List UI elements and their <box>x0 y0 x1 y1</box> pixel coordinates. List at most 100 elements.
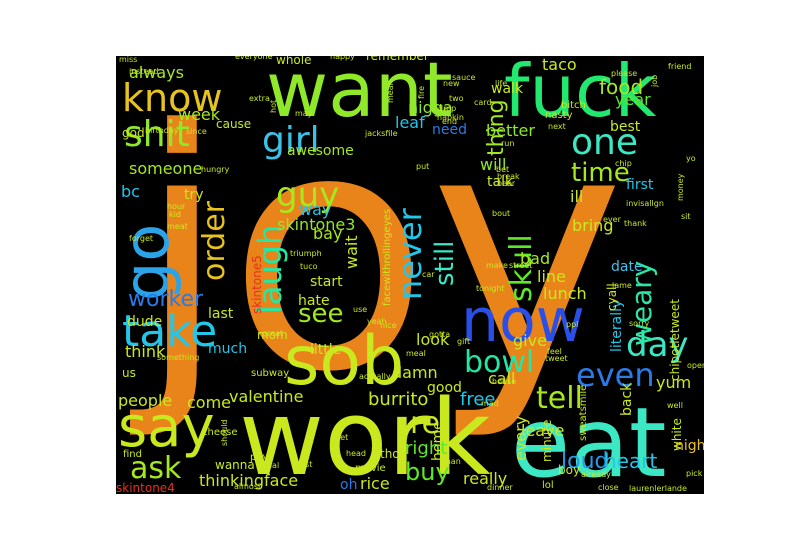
word-real: real <box>264 461 279 470</box>
word-now: now <box>461 286 585 356</box>
word-always: always <box>129 63 184 82</box>
word-ever: ever <box>603 215 622 224</box>
word-please: please <box>611 69 637 78</box>
word-forget: forget <box>129 234 153 243</box>
word-go: go <box>116 224 183 301</box>
word-god: god <box>122 126 145 140</box>
word-nigga: nigga <box>408 98 453 117</box>
word-skintone3: skintone3 <box>277 215 355 234</box>
word-take: take <box>122 306 217 357</box>
word-awesome: awesome <box>287 143 354 159</box>
word-find: find <box>123 449 142 460</box>
word-1st: 1st <box>300 460 312 469</box>
word-way: way <box>299 200 331 219</box>
word-dude: dude <box>127 314 162 330</box>
word-damn: damn <box>392 363 438 382</box>
word-hour: hour <box>167 202 186 211</box>
word-new: new <box>443 79 460 88</box>
word-tuco: tuco <box>300 262 318 271</box>
word-guy: guy <box>276 175 339 215</box>
word-fuck: fuck <box>504 56 657 133</box>
word-wait: wait <box>342 235 361 269</box>
word-come: come <box>187 393 231 412</box>
word-triumph: triumph <box>290 249 322 258</box>
word-eat: eat <box>511 387 667 494</box>
word-will: will <box>480 155 506 174</box>
word-beer: beer <box>497 179 516 188</box>
word-never: never <box>391 207 429 300</box>
word-best: best <box>610 119 641 135</box>
word-much: much <box>208 341 247 357</box>
word-should: should <box>220 419 229 446</box>
word-bowl: bowl <box>464 345 534 380</box>
word-pay: pay <box>250 452 268 463</box>
word-house: house <box>492 377 516 386</box>
word-facewithrollingeyes: facewithrollingeyes <box>382 209 393 306</box>
word-extra: extra <box>249 94 270 103</box>
word-leaf: leaf <box>395 113 425 132</box>
word-lame: lame <box>612 281 632 290</box>
word-still: still <box>430 241 460 286</box>
word-cause: cause <box>216 117 251 131</box>
word-buy: buy <box>405 458 450 486</box>
word-line: line <box>537 267 566 286</box>
word-head: head <box>346 449 366 458</box>
word-meal: meal <box>406 349 426 358</box>
word-worker: worker <box>128 287 204 312</box>
word-joy: joy <box>126 60 625 444</box>
word-even: even <box>576 356 655 394</box>
word-us: us <box>122 366 136 380</box>
word-one: one <box>571 122 638 163</box>
word-tho: tho <box>380 447 400 461</box>
word-money: money <box>676 173 685 201</box>
word-sauce: sauce <box>452 73 476 82</box>
word-year: year <box>615 90 651 109</box>
word-open: open <box>687 361 704 370</box>
word-ask: ask <box>130 451 182 486</box>
word-need: need <box>432 122 467 138</box>
word-day: day <box>626 325 689 365</box>
word-remember: remember <box>366 56 429 63</box>
word-better: better <box>486 121 535 140</box>
word-bout: bout <box>492 209 510 218</box>
word-skintone5: skintone5 <box>250 255 264 314</box>
word-thinkingface: thinkingface <box>199 471 298 490</box>
word-loud: loud <box>561 449 608 474</box>
word-skintone4: skintone4 <box>116 481 175 494</box>
word-chip: chip <box>615 159 632 168</box>
word-someone: someone <box>129 159 202 178</box>
word-subway: subway <box>251 368 289 379</box>
word-end: end <box>442 117 457 126</box>
word-sit: sit <box>681 212 691 221</box>
word-time: time <box>571 158 630 188</box>
word-gotta: gotta <box>429 330 450 339</box>
word-work: work <box>239 377 491 494</box>
word-first: first <box>626 177 654 193</box>
word-burrito: burrito <box>368 389 428 410</box>
word-let: let <box>338 433 348 442</box>
word-week: week <box>178 105 221 124</box>
word-jacksfile: jacksfile <box>364 129 398 138</box>
word-feel: feel <box>547 347 562 356</box>
word-literally: literally <box>609 300 625 352</box>
word-give: give <box>513 331 547 350</box>
word-order: order <box>197 200 232 281</box>
word-kid: kid <box>169 210 181 219</box>
word-bring: bring <box>572 216 613 235</box>
word-ppl: ppl <box>566 320 578 329</box>
word-put: put <box>416 162 429 171</box>
word-two: two <box>449 94 464 103</box>
word-chipotletweet: chipotletweet <box>668 299 682 381</box>
word-run: run <box>501 139 514 148</box>
word-know: know <box>122 76 222 120</box>
word-food: food <box>599 75 643 99</box>
word-hungry: hungry <box>201 165 230 174</box>
word-yeah: yeah <box>367 317 387 326</box>
word-since: since <box>186 127 207 136</box>
word-mom: mom <box>257 328 288 342</box>
word-call: call <box>488 369 516 388</box>
word-ill: ill <box>570 187 583 206</box>
word-friend: friend <box>668 62 691 71</box>
word-instead: instead <box>129 67 159 76</box>
